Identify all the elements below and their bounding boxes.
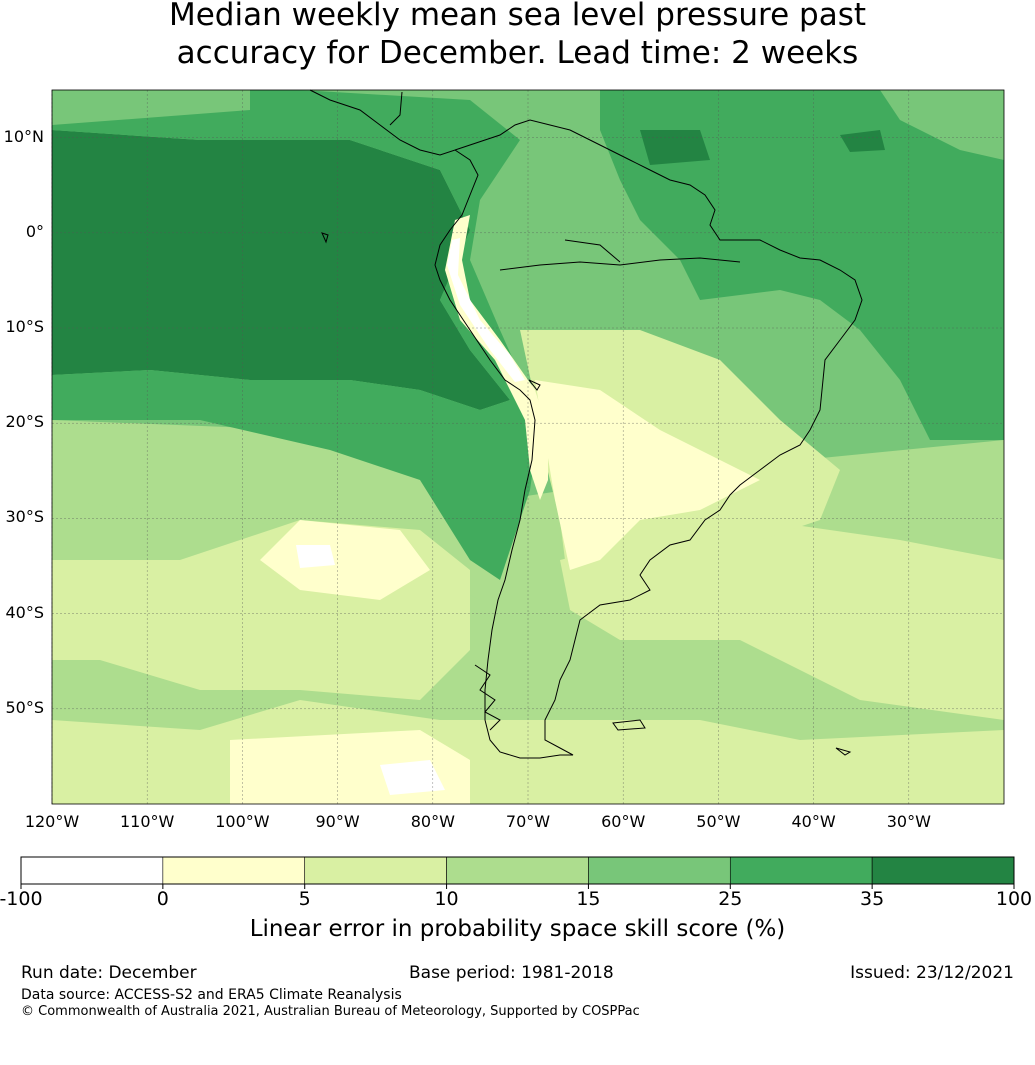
coastline xyxy=(309,89,863,759)
colorbar-tick-label: 15 xyxy=(576,888,601,910)
colorbar-segment xyxy=(162,856,306,885)
colorbar-label: Linear error in probability space skill … xyxy=(249,916,786,942)
lon-label: 30°W xyxy=(886,812,931,831)
colorbar-segment xyxy=(446,856,589,885)
title-line-1: Median weekly mean sea level pressure pa… xyxy=(168,0,866,33)
lat-label: 40°S xyxy=(5,602,44,622)
colorbar-tick-label: 5 xyxy=(298,888,311,910)
lon-label: 100°W xyxy=(215,812,270,831)
copyright: © Commonwealth of Australia 2021, Austra… xyxy=(21,1004,640,1019)
data-source: Data source: ACCESS-S2 and ERA5 Climate … xyxy=(21,987,402,1003)
lon-label: 40°W xyxy=(791,812,836,831)
colorbar xyxy=(20,856,1015,889)
colorbar-segment xyxy=(304,856,447,885)
lon-label: 70°W xyxy=(505,812,551,831)
lat-label: 0° xyxy=(25,221,44,241)
lat-label: 10°N xyxy=(3,126,44,146)
lat-label: 30°S xyxy=(5,507,44,527)
base-period: Base period: 1981-2018 xyxy=(409,963,614,983)
colorbar-segment xyxy=(20,856,164,885)
colorbar-segment xyxy=(588,856,731,885)
lat-label: 50°S xyxy=(5,697,44,717)
lon-label: 110°W xyxy=(120,812,175,831)
chart-title: Median weekly mean sea level pressure pa… xyxy=(0,0,1035,72)
colorbar-tick-label: 35 xyxy=(860,888,885,910)
map-frame xyxy=(51,89,1005,805)
lon-label: 50°W xyxy=(696,812,741,831)
colorbar-outline xyxy=(20,856,1015,885)
issued-date: Issued: 23/12/2021 xyxy=(850,963,1014,983)
skill-field xyxy=(52,90,1004,804)
colorbar-tick-label: 0 xyxy=(156,888,169,910)
lon-label: 60°W xyxy=(601,812,646,831)
colorbar-tick-label: 25 xyxy=(718,888,743,910)
colorbar-segment xyxy=(871,856,1015,885)
lon-label: 90°W xyxy=(315,812,360,831)
colorbar-tick-label: -100 xyxy=(0,888,43,910)
colorbar-tick-label: 10 xyxy=(434,888,459,910)
lon-label: 80°W xyxy=(410,812,455,831)
colorbar-tick-label: 100 xyxy=(995,888,1033,910)
lon-label: 120°W xyxy=(24,812,80,831)
run-date: Run date: December xyxy=(21,963,197,983)
lat-label: 10°S xyxy=(5,317,44,336)
title-line-2: accuracy for December. Lead time: 2 week… xyxy=(176,35,859,71)
colorbar-segment xyxy=(729,856,873,885)
lat-label: 20°S xyxy=(5,412,44,432)
